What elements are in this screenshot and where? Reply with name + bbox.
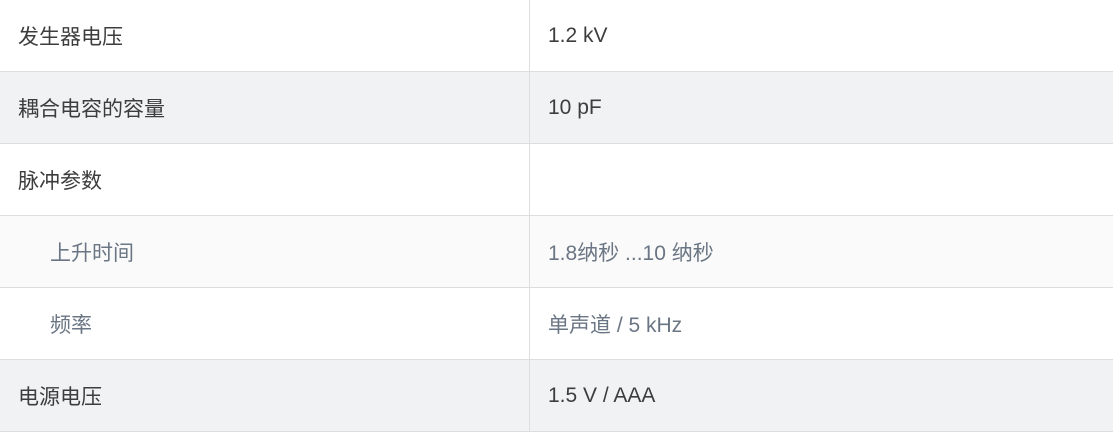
row-value: 1.5 V / AAA <box>529 359 1113 432</box>
row-value: 单声道 / 5 kHz <box>529 287 1113 360</box>
table-row: 上升时间 1.8纳秒 ...10 纳秒 <box>0 215 1113 288</box>
row-label: 脉冲参数 <box>0 143 530 216</box>
row-label: 上升时间 <box>0 215 530 288</box>
row-label: 电源电压 <box>0 359 530 432</box>
row-value: 1.8纳秒 ...10 纳秒 <box>529 215 1113 288</box>
row-label: 耦合电容的容量 <box>0 71 530 144</box>
table-row: 发生器电压 1.2 kV <box>0 0 1113 72</box>
row-value: 10 pF <box>529 71 1113 144</box>
row-label: 发生器电压 <box>0 0 530 72</box>
row-value <box>529 143 1113 216</box>
table-row: 脉冲参数 <box>0 143 1113 216</box>
table-row: 频率 单声道 / 5 kHz <box>0 287 1113 360</box>
row-value: 1.2 kV <box>529 0 1113 72</box>
row-label: 频率 <box>0 287 530 360</box>
table-row: 耦合电容的容量 10 pF <box>0 71 1113 144</box>
table-row: 电源电压 1.5 V / AAA <box>0 359 1113 432</box>
